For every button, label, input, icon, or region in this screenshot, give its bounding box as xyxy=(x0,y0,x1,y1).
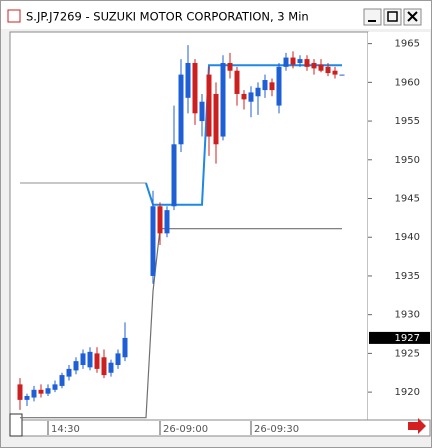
y-tick-label: 1935 xyxy=(395,271,420,282)
candle-body xyxy=(311,62,317,69)
candle-body xyxy=(206,74,212,137)
candle-body xyxy=(45,388,51,394)
y-tick-label: 1940 xyxy=(395,232,420,243)
candle-body xyxy=(297,59,303,63)
candle-body xyxy=(199,101,205,122)
maximize-icon xyxy=(387,11,398,22)
x-tick-label: 26-09:00 xyxy=(163,424,208,435)
y-tick-label: 1945 xyxy=(395,194,420,205)
candle-body xyxy=(157,206,163,234)
candle-body xyxy=(339,74,345,76)
candle-body xyxy=(17,384,23,400)
y-tick-label: 1920 xyxy=(395,387,420,398)
window-buttons xyxy=(363,8,422,26)
close-icon xyxy=(407,11,418,22)
candle-body xyxy=(59,375,65,386)
candle-body xyxy=(192,62,198,114)
y-tick-label: 1965 xyxy=(395,39,420,50)
x-tick-label: 26-09:30 xyxy=(254,424,299,435)
y-tick-label: 1960 xyxy=(395,77,420,88)
candle-body xyxy=(213,93,219,145)
candle-body xyxy=(66,368,72,377)
indicator-line xyxy=(20,182,154,205)
candle-body xyxy=(38,389,44,394)
candle-body xyxy=(304,59,310,67)
candle-body xyxy=(185,62,191,98)
y-tick-label: 1950 xyxy=(395,155,420,166)
candle-body xyxy=(115,353,121,366)
candle-body xyxy=(234,70,240,94)
candle-body xyxy=(290,57,296,65)
candle-body xyxy=(73,361,79,371)
candle-body xyxy=(227,62,233,71)
last-price-label: 1927 xyxy=(395,333,420,344)
scroll-box[interactable] xyxy=(9,413,23,437)
candle-body xyxy=(94,353,100,369)
candle-body xyxy=(108,362,114,373)
candle-body xyxy=(164,210,170,234)
title-bar xyxy=(1,1,431,29)
scroll-arrow[interactable] xyxy=(408,418,426,434)
candle-body xyxy=(276,66,282,106)
candle-body xyxy=(150,206,156,276)
candle-body xyxy=(171,144,177,207)
candle-body xyxy=(325,66,331,74)
y-tick-label: 1930 xyxy=(395,310,420,321)
candle-body xyxy=(262,80,268,91)
last-price-box xyxy=(369,331,430,344)
candle-body xyxy=(332,70,338,75)
window-icon xyxy=(7,9,21,23)
price-axis xyxy=(368,32,430,420)
candle-body xyxy=(80,353,86,366)
candle-body xyxy=(122,337,128,358)
y-tick-label: 1955 xyxy=(395,116,420,127)
candle-body xyxy=(318,64,324,71)
candle-body xyxy=(31,389,37,398)
candle-body xyxy=(283,57,289,67)
candle-body xyxy=(24,395,30,400)
x-tick-label: 14:30 xyxy=(51,424,80,435)
candle-body xyxy=(178,74,184,145)
candle-body xyxy=(269,82,275,91)
candle-body xyxy=(52,384,58,390)
candle-body xyxy=(241,93,247,100)
candle-body xyxy=(101,357,107,376)
window-title: S.JP.J7269 - SUZUKI MOTOR CORPORATION, 3… xyxy=(26,10,309,24)
candle-body xyxy=(248,92,254,102)
indicator-line xyxy=(20,228,342,419)
minimize-button[interactable] xyxy=(363,8,382,26)
candle-body xyxy=(220,62,226,137)
y-tick-label: 1925 xyxy=(395,348,420,359)
candle-body xyxy=(87,351,93,368)
candle-body xyxy=(255,87,261,97)
